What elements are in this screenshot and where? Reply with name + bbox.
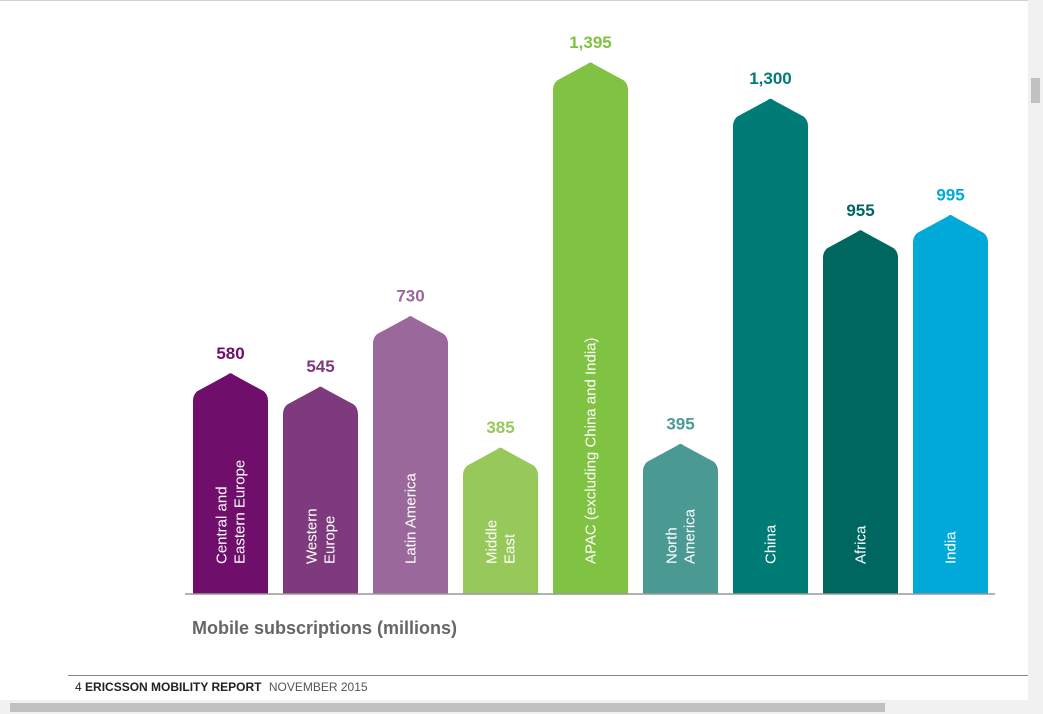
- bars-layer: 580 Central and Eastern Europe 545 Western Eu…: [193, 33, 988, 594]
- category-label-line: China: [763, 524, 780, 564]
- page-footer: 4 ERICSSON MOBILITY REPORT NOVEMBER 2015: [75, 680, 368, 694]
- value-label: 580: [216, 344, 244, 363]
- value-label: 545: [306, 357, 334, 376]
- subscriptions-chart: 580 Central and Eastern Europe 545 Western Eu…: [185, 33, 995, 638]
- x-axis-label: Mobile subscriptions (millions): [192, 618, 457, 638]
- vertical-scroll-thumb[interactable]: [1031, 78, 1040, 103]
- category-label-line: India: [943, 531, 960, 564]
- category-label: Latin America: [403, 472, 420, 564]
- value-label: 1,300: [749, 69, 792, 88]
- category-label-line: Middle: [484, 520, 501, 564]
- top-border: [0, 0, 1028, 1]
- bar: [553, 62, 628, 594]
- category-label-line: APAC (excluding China and India): [583, 337, 600, 564]
- vertical-scrollbar[interactable]: [1028, 0, 1043, 700]
- bar: [913, 215, 988, 594]
- value-label: 995: [936, 186, 964, 205]
- bar: [373, 316, 448, 594]
- category-label-line: Central and: [214, 486, 231, 564]
- category-label-line: America: [682, 508, 699, 564]
- horizontal-scroll-thumb[interactable]: [10, 703, 885, 712]
- bar: [193, 373, 268, 594]
- bar: [283, 386, 358, 594]
- report-title: ERICSSON MOBILITY REPORT: [85, 680, 262, 694]
- footer-divider: [68, 675, 1028, 676]
- category-label-line: Eastern Europe: [232, 460, 249, 564]
- category-label: Middle East: [484, 520, 519, 564]
- category-label: Central and Eastern Europe: [214, 460, 249, 564]
- bar: [463, 447, 538, 594]
- category-label: China: [763, 524, 780, 564]
- value-label: 1,395: [569, 33, 612, 52]
- horizontal-scrollbar[interactable]: [0, 700, 1043, 714]
- category-label-line: North: [664, 527, 681, 564]
- report-date: NOVEMBER 2015: [268, 680, 368, 694]
- value-label: 395: [666, 414, 694, 433]
- page-number: 4: [75, 680, 82, 694]
- value-label: 385: [486, 418, 514, 437]
- bar: [733, 98, 808, 594]
- category-label: North America: [664, 508, 699, 564]
- category-label: India: [943, 531, 960, 564]
- category-label: Africa: [853, 525, 870, 564]
- category-label-line: Western: [304, 508, 321, 564]
- value-label: 955: [846, 201, 874, 220]
- category-label-line: East: [502, 533, 519, 564]
- category-label-line: Latin America: [403, 472, 420, 564]
- category-label: Western Europe: [304, 508, 339, 564]
- category-label-line: Europe: [322, 516, 339, 564]
- bar: [643, 443, 718, 594]
- bar: [823, 230, 898, 594]
- category-label-line: Africa: [853, 525, 870, 564]
- category-label: APAC (excluding China and India): [583, 337, 600, 564]
- value-label: 730: [396, 287, 424, 306]
